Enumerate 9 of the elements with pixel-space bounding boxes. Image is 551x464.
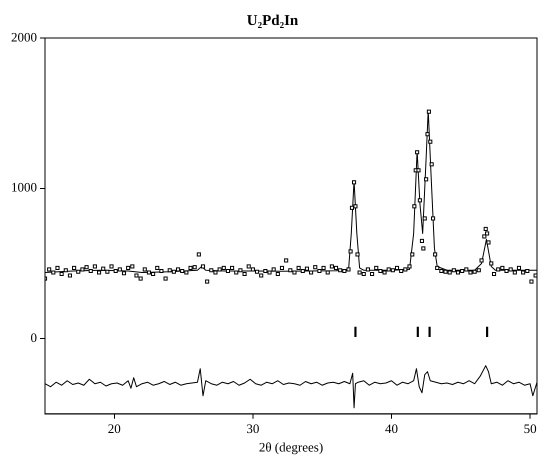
x-tick-label: 40 bbox=[384, 421, 398, 436]
y-tick-label: 2000 bbox=[11, 29, 37, 44]
x-axis-title: 2θ (degrees) bbox=[258, 440, 324, 455]
x-tick-label: 20 bbox=[108, 421, 121, 436]
x-tick-label: 30 bbox=[246, 421, 260, 436]
y-tick-label: 0 bbox=[30, 330, 37, 346]
x-tick-label: 50 bbox=[524, 421, 537, 436]
y-tick-label: 1000 bbox=[11, 180, 37, 195]
chart-title: U₂Pd₂In bbox=[246, 12, 299, 29]
